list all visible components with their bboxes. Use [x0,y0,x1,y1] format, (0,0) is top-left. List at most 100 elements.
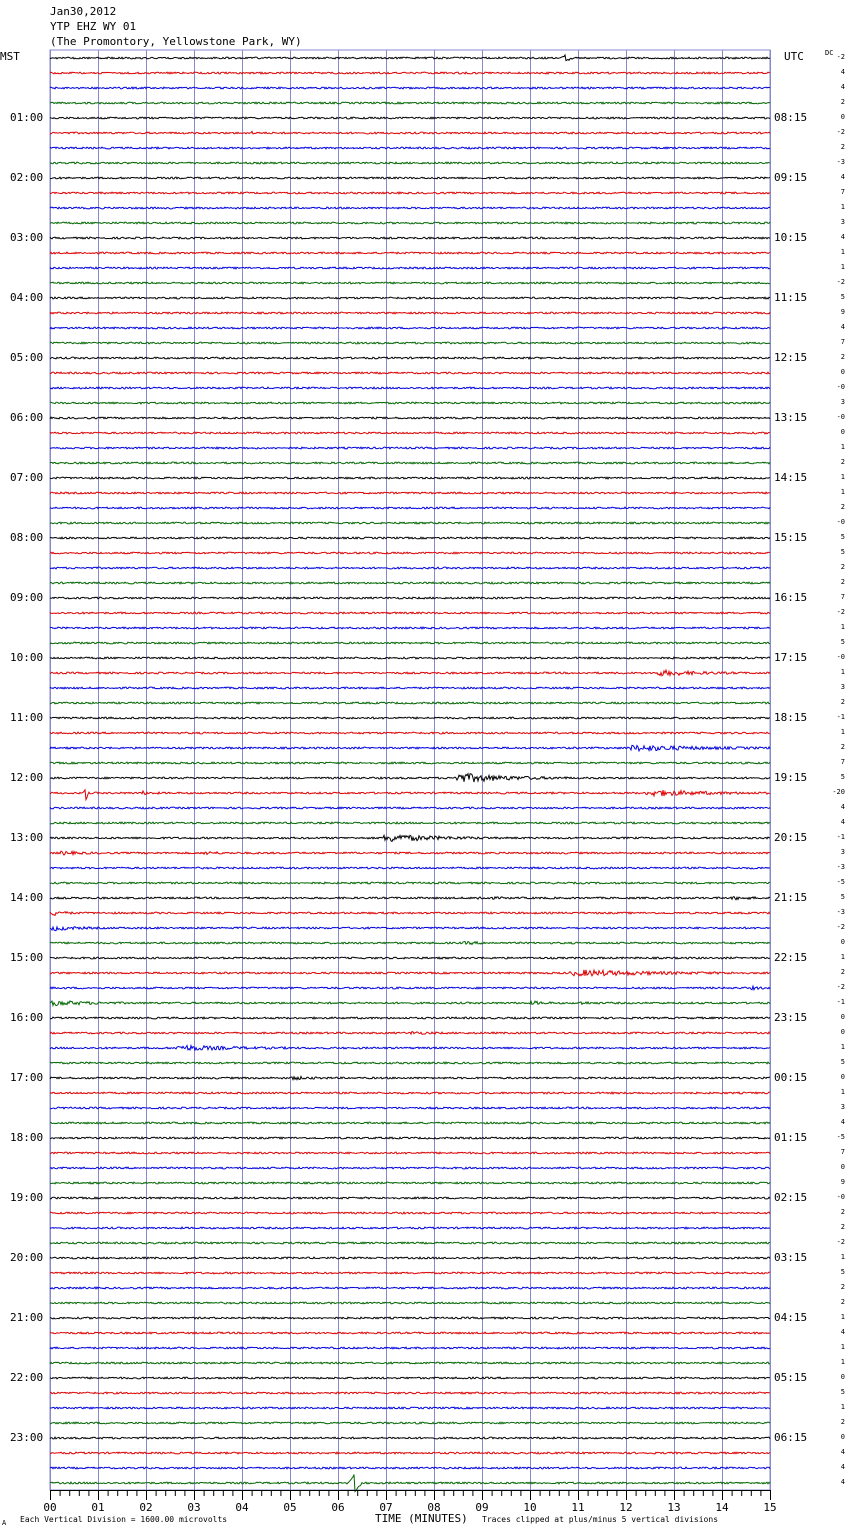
trace-line [49,1451,771,1455]
trace-line [49,1016,771,1020]
x-tick-label: 01 [91,1501,105,1514]
dc-offset-value: 1 [840,623,845,631]
mst-hour-label: 05:00 [10,351,44,364]
dc-offset-value: 0 [840,1433,845,1441]
trace-line [49,521,771,525]
dc-offset-value: 4 [840,1118,845,1126]
mst-hour-label: 20:00 [10,1251,44,1264]
utc-hour-label: 21:15 [774,891,808,904]
dc-offset-value: -2 [836,53,845,61]
utc-hour-label: 13:15 [774,411,808,424]
dc-offset-value: 0 [840,1013,845,1021]
x-tick-label: 15 [763,1501,777,1514]
dc-offset-value: 0 [840,1073,845,1081]
mst-hour-label: 10:00 [10,651,44,664]
trace-line [49,146,771,150]
x-tick-label: 10 [523,1501,537,1514]
utc-hour-label: 16:15 [774,591,808,604]
trace-line [49,206,771,210]
dc-offset-value: 4 [840,173,845,181]
dc-offset-value: 2 [840,1223,845,1231]
trace-line [49,1316,771,1320]
mst-hour-label: 12:00 [10,771,44,784]
x-tick-label: 07 [379,1501,393,1514]
dc-offset-value: 1 [840,443,845,451]
trace-line [49,581,771,585]
x-tick-label: 14 [715,1501,729,1514]
trace-line [49,416,771,420]
trace-line [49,910,771,917]
x-tick-label: 04 [235,1501,249,1514]
trace-line [49,71,771,75]
dc-offset-value: 2 [840,578,845,586]
x-tick-label: 12 [619,1501,633,1514]
trace-line [49,356,771,360]
utc-axis-label: UTC [784,50,804,63]
trace-line [49,1346,771,1350]
x-tick-label: 02 [139,1501,153,1514]
dc-offset-value: 1 [840,1313,845,1321]
dc-offset-value: 1 [840,668,845,676]
trace-line [49,476,771,480]
dc-offset-value: -2 [836,278,845,286]
mst-hour-label: 14:00 [10,891,44,904]
dc-offset-value: -5 [836,878,845,886]
trace-line [49,925,771,932]
dc-offset-value: 7 [840,338,845,346]
trace-line [49,86,771,90]
trace-line [49,611,771,615]
trace-line [49,956,771,960]
mst-hour-label: 17:00 [10,1071,44,1084]
trace-line [49,668,771,678]
dc-offset-value: -0 [836,518,845,526]
header-date: Jan30,2012 [50,5,117,18]
trace-line [49,116,771,120]
utc-hour-label: 20:15 [774,831,808,844]
mst-hour-label: 23:00 [10,1431,44,1444]
dc-offset-value: 5 [840,1058,845,1066]
utc-hour-label: 06:15 [774,1431,808,1444]
utc-hour-label: 00:15 [774,1071,808,1084]
trace-line [49,1421,771,1425]
trace-line [49,641,771,645]
dc-offset-value: 1 [840,263,845,271]
trace-line [49,806,771,810]
dc-offset-value: -0 [836,383,845,391]
trace-line [49,506,771,510]
trace-line [49,266,771,270]
x-tick-label: 06 [331,1501,345,1514]
utc-hour-label: 12:15 [774,351,808,364]
dc-offset-value: 3 [840,1103,845,1111]
dc-offset-value: 3 [840,848,845,856]
dc-offset-value: 1 [840,473,845,481]
dc-offset-value: 9 [840,308,845,316]
trace-line [49,251,771,255]
dc-offset-value: 2 [840,743,845,751]
dc-offset-value: -3 [836,908,845,916]
trace-line [49,461,771,465]
dc-offset-value: 0 [840,938,845,946]
utc-hour-label: 09:15 [774,171,808,184]
dc-offset-value: -2 [836,983,845,991]
trace-line [49,833,771,843]
dc-offset-value: -1 [836,713,845,721]
utc-hour-label: 15:15 [774,531,808,544]
dc-offset-value: 0 [840,368,845,376]
dc-offset-value: 2 [840,563,845,571]
dc-offset-value: 2 [840,1298,845,1306]
dc-offset-value: 2 [840,143,845,151]
trace-line [49,866,771,870]
trace-line [49,1436,771,1440]
mst-hour-label: 16:00 [10,1011,44,1024]
dc-offset-value: -5 [836,1133,845,1141]
dc-offset-value: 1 [840,248,845,256]
trace-line [49,1166,771,1170]
trace-line [49,371,771,375]
utc-hour-label: 04:15 [774,1311,808,1324]
mst-hour-label: 02:00 [10,171,44,184]
trace-line [49,744,771,753]
utc-hour-label: 08:15 [774,111,808,124]
dc-offset-value: -20 [832,788,845,796]
trace-line [49,940,771,946]
